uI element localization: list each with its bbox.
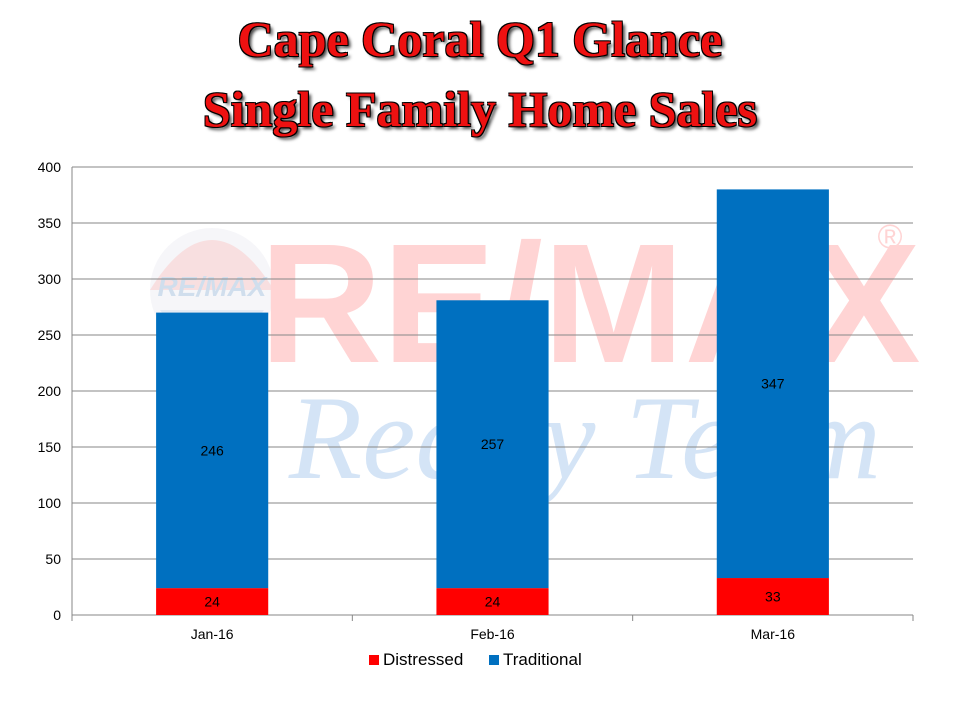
y-tick-label: 150 <box>38 439 62 455</box>
y-tick-label: 350 <box>38 215 62 231</box>
x-tick-label: Jan-16 <box>191 626 234 642</box>
data-labels: 24 246 24 257 33 347 <box>200 376 784 610</box>
y-tick-label: 250 <box>38 327 62 343</box>
y-tick-label: 0 <box>53 607 61 623</box>
data-label: 24 <box>485 594 501 610</box>
chart-title-line-1: Cape Coral Q1 Glance <box>237 11 723 67</box>
legend: Distressed Traditional <box>369 650 582 669</box>
bar-traditional <box>436 300 549 589</box>
bar-distressed <box>716 578 829 615</box>
x-tick-label: Feb-16 <box>470 626 515 642</box>
data-label: 24 <box>204 594 220 610</box>
bar-traditional <box>156 312 269 589</box>
legend-swatch-traditional <box>489 655 499 665</box>
legend-label: Distressed <box>383 650 463 669</box>
bars <box>156 189 829 615</box>
y-tick-label: 400 <box>38 159 62 175</box>
balloon-logo-text: RE/MAX <box>158 271 269 302</box>
registered-mark: ® <box>877 218 902 256</box>
x-tick-label: Mar-16 <box>751 626 796 642</box>
data-label: 257 <box>481 436 505 452</box>
data-label: 246 <box>200 442 224 458</box>
y-tick-label: 200 <box>38 383 62 399</box>
chart-title-line-2: Single Family Home Sales <box>202 81 758 137</box>
data-label: 33 <box>765 589 781 605</box>
y-tick-label: 100 <box>38 495 62 511</box>
bar-traditional <box>716 189 829 579</box>
y-tick-label: 50 <box>45 551 61 567</box>
data-label: 347 <box>761 376 785 392</box>
legend-label: Traditional <box>503 650 582 669</box>
bar-distressed <box>156 588 269 615</box>
bar-distressed <box>436 588 549 615</box>
legend-swatch-distressed <box>369 655 379 665</box>
y-tick-label: 300 <box>38 271 62 287</box>
